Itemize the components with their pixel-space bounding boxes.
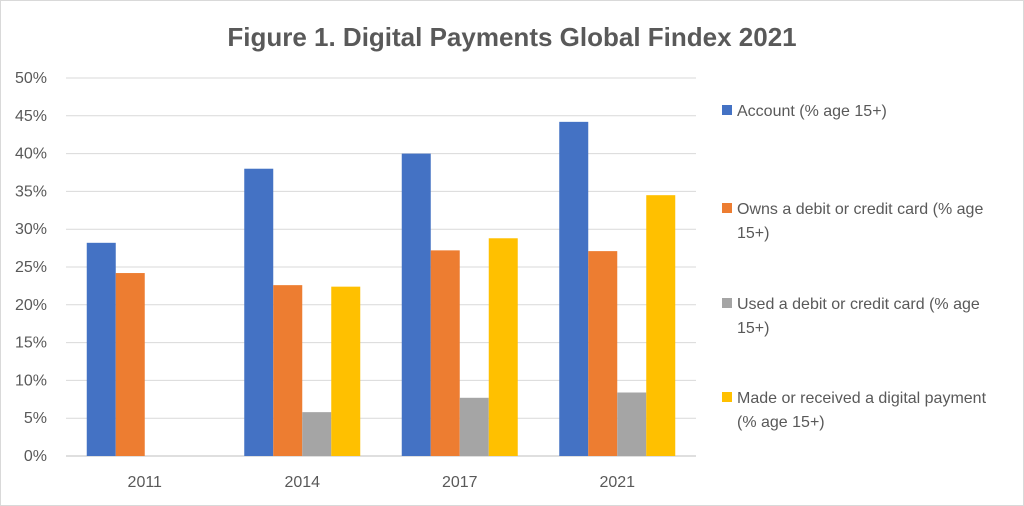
y-tick-label: 5% (24, 410, 47, 427)
bar (115, 273, 145, 456)
legend-label: Made or received a digital payment (% age… (737, 390, 987, 431)
chart-title: Figure 1. Digital Payments Global Findex… (227, 22, 796, 52)
y-tick-label: 40% (15, 146, 47, 163)
bar (273, 285, 303, 456)
y-tick-label: 35% (15, 183, 47, 200)
bar (646, 195, 676, 456)
y-tick-label: 25% (15, 259, 47, 276)
x-axis: 2011 2014 2017 2021 (128, 474, 636, 491)
bar (459, 397, 489, 456)
legend-label: Used a debit or credit card (% age 15+) (737, 296, 980, 337)
y-tick-label: 20% (15, 297, 47, 314)
legend-swatch (722, 298, 732, 308)
x-tick-label: 2014 (284, 474, 320, 491)
y-tick-label: 0% (24, 448, 47, 465)
y-tick-label: 15% (15, 335, 47, 352)
bars (86, 121, 676, 457)
bar (302, 412, 332, 456)
bar (488, 238, 518, 456)
y-tick-label: 45% (15, 108, 47, 125)
bar (588, 251, 618, 456)
y-tick-label: 30% (15, 221, 47, 238)
bar (331, 286, 361, 456)
x-tick-label: 2017 (442, 474, 478, 491)
y-axis: 0% 5% 10% 15% 20% 25% 30% 35% 40% 45% 50% (15, 70, 47, 465)
x-tick-label: 2011 (128, 474, 163, 491)
y-tick-label: 50% (15, 70, 47, 87)
legend-swatch (722, 392, 732, 402)
legend-swatch (722, 203, 732, 213)
bar (86, 242, 116, 456)
bar (430, 250, 460, 456)
y-tick-label: 10% (15, 372, 47, 389)
bar (401, 153, 431, 456)
bar (617, 392, 647, 456)
legend-label: Account (% age 15+) (737, 103, 887, 120)
legend: Account (% age 15+) Owns a debit or credi… (722, 103, 987, 431)
bar (559, 121, 589, 457)
bar (244, 168, 274, 456)
legend-swatch (722, 105, 732, 115)
x-tick-label: 2021 (599, 474, 635, 491)
legend-label: Owns a debit or credit card (% age 15+) (737, 201, 983, 242)
